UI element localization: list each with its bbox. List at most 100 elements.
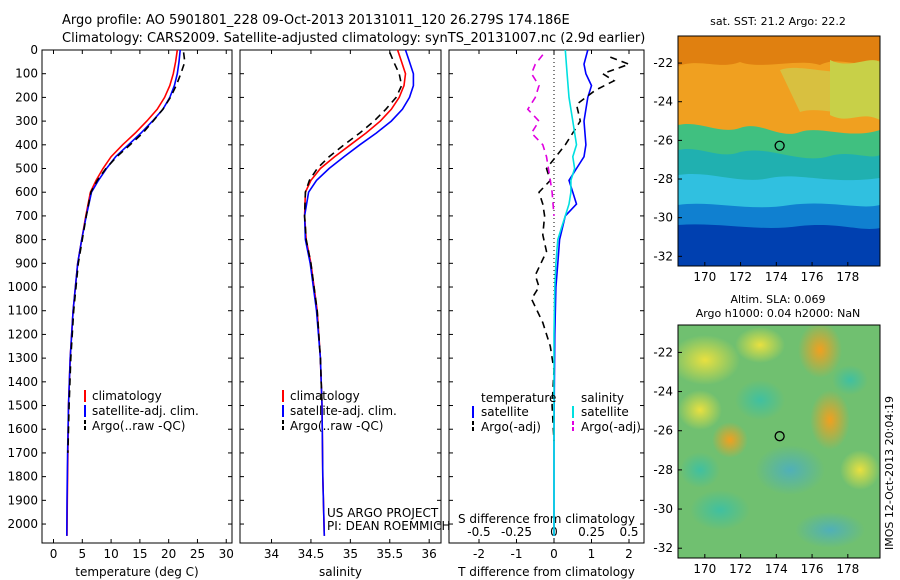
difference-legend-label: satellite [581,405,629,419]
difference-legend-label: Argo(-adj) [581,420,641,434]
sla-map-title: Altim. SLA: 0.069 [730,293,825,306]
difference-panel: -2 -1 0 1 2 T difference from climatology -0.5… [448,49,645,579]
temperature-frame [41,49,233,544]
sst-map-image [678,36,880,266]
difference-xtick-label-salinity: -0.5 [467,525,490,539]
temperature-xtick-label: 30 [219,547,234,561]
sst-map-ytick-label: -24 [653,95,673,109]
sst-map-xtick-label: 172 [729,270,752,284]
temperature-ytick-label: 500 [15,162,38,176]
sla-map-xtick-label: 178 [836,562,859,576]
temperature-legend-label: satellite-adj. clim. [92,404,199,418]
salinity-xtick-label: 34 [264,547,279,561]
temperature-xlabel: temperature (deg C) [75,565,198,579]
temperature-xtick-label: 20 [161,547,176,561]
temperature-ytick-label: 400 [15,138,38,152]
temperature-ytick-label: 600 [15,185,38,199]
temperature-ytick-label: 1300 [7,351,38,365]
temperature-legend-label: climatology [92,389,162,403]
temperature-ytick-label: 1700 [7,446,38,460]
salinity-series-climatology [303,49,407,536]
difference-xtick-label: -2 [473,547,485,561]
temperature-ytick-label: 800 [15,233,38,247]
sst-map-ytick-label: -30 [653,211,673,225]
sla-map-ytick-label: -32 [653,541,673,555]
difference-xtick-label: 1 [588,547,596,561]
difference-legend-label: satellite [481,405,529,419]
sla-argo-location-marker [774,431,785,442]
temperature-ytick-label: 200 [15,90,38,104]
sst-map-xtick-label: 174 [765,270,788,284]
temperature-series-argo-raw-qc- [67,52,186,453]
salinity-legend-label: climatology [290,389,360,403]
temperature-ytick-label: 1600 [7,422,38,436]
salinity-legend-label: Argo(..raw -QC) [290,419,383,433]
sst-map-title: sat. SST: 21.2 Argo: 22.2 [710,15,846,28]
difference-series-s-argo-adj- [526,54,555,216]
title-line-2: Climatology: CARS2009. Satellite-adjuste… [62,31,645,46]
temperature-legend-label: Argo(..raw -QC) [92,419,185,433]
salinity-xtick-label: 35 [343,547,358,561]
difference-xlabel: T difference from climatology [457,565,635,579]
sst-map-ytick-label: -28 [653,172,673,186]
difference-xtick-label-salinity: 0.25 [578,525,605,539]
salinity-annotation: PI: DEAN ROEMMICH [327,519,450,533]
difference-legend-salinity-title: salinity [581,391,624,405]
temperature-ytick-label: 900 [15,256,38,270]
sst-map-axes: 170 172 174 176 178 -22 -24 -26 -28 -30 -32 [653,56,859,284]
sla-map-xtick-label: 170 [693,562,716,576]
temperature-ytick-label: 1800 [7,470,38,484]
temperature-ytick-label: 100 [15,67,38,81]
sst-map-xtick-label: 176 [801,270,824,284]
difference-series-s-satellite [553,49,578,536]
sst-map-frame [677,35,881,267]
temperature-xtick-label: 10 [103,547,118,561]
salinity-xtick-label: 34.5 [298,547,325,561]
temperature-series-climatology [66,49,179,536]
temperature-ytick-label: 1000 [7,280,38,294]
sst-map-xtick-label: 178 [836,270,859,284]
temperature-xtick-label: 25 [190,547,205,561]
sla-map-xtick-label: 176 [801,562,824,576]
imos-timestamp: IMOS 12-Oct-2013 20:04:19 [883,396,896,550]
difference-xlabel-salinity: S difference from climatology [458,512,635,526]
sla-map-image [678,325,880,558]
sla-map-ytick-label: -22 [653,345,673,359]
difference-legend-label: Argo(-adj) [481,420,541,434]
sla-map-ytick-label: -24 [653,385,673,399]
salinity-frame [239,49,442,544]
sst-argo-location-marker [774,140,785,151]
temperature-ytick-label: 1500 [7,399,38,413]
temperature-ytick-label: 0 [30,43,38,57]
difference-xtick-label-salinity: 0.5 [619,525,638,539]
sst-map-xtick-label: 170 [693,270,716,284]
title-line-1: Argo profile: AO 5901801_228 09-Oct-2013… [62,13,570,28]
sla-map-ytick-label: -30 [653,502,673,516]
difference-xtick-label-salinity: -0.25 [501,525,532,539]
sst-map-ytick-label: -32 [653,249,673,263]
sla-map-subtitle: Argo h1000: 0.04 h2000: NaN [696,307,861,320]
salinity-annotation: US ARGO PROJECT [327,506,439,520]
difference-frame [448,49,645,544]
sla-map-xtick-label: 174 [765,562,788,576]
temperature-panel: 0100200300400500600700800900100011001200… [7,43,233,579]
sst-map-ytick-label: -26 [653,133,673,147]
sst-map-ytick-label: -22 [653,56,673,70]
salinity-xlabel: salinity [319,565,362,579]
salinity-panel: 34 34.5 35 35.5 36 salinity climatologysatelli… [239,49,450,579]
salinity-series-satellite-adj-clim- [303,49,415,536]
sla-map-xtick-label: 172 [729,562,752,576]
temperature-ytick-label: 1200 [7,327,38,341]
sla-map-ytick-label: -26 [653,424,673,438]
difference-xtick-label: 2 [625,547,633,561]
salinity-xtick-label: 36 [422,547,437,561]
temperature-ytick-label: 300 [15,114,38,128]
sla-map-axes: 170 172 174 176 178 -22 -24 -26 -28 -30 -32 [653,345,859,576]
difference-series-t-argo-adj- [530,56,632,442]
temperature-xtick-label: 0 [50,547,58,561]
difference-xtick-label: -1 [511,547,523,561]
temperature-ytick-label: 2000 [7,517,38,531]
salinity-legend-label: satellite-adj. clim. [290,404,397,418]
temperature-xtick-label: 15 [132,547,147,561]
